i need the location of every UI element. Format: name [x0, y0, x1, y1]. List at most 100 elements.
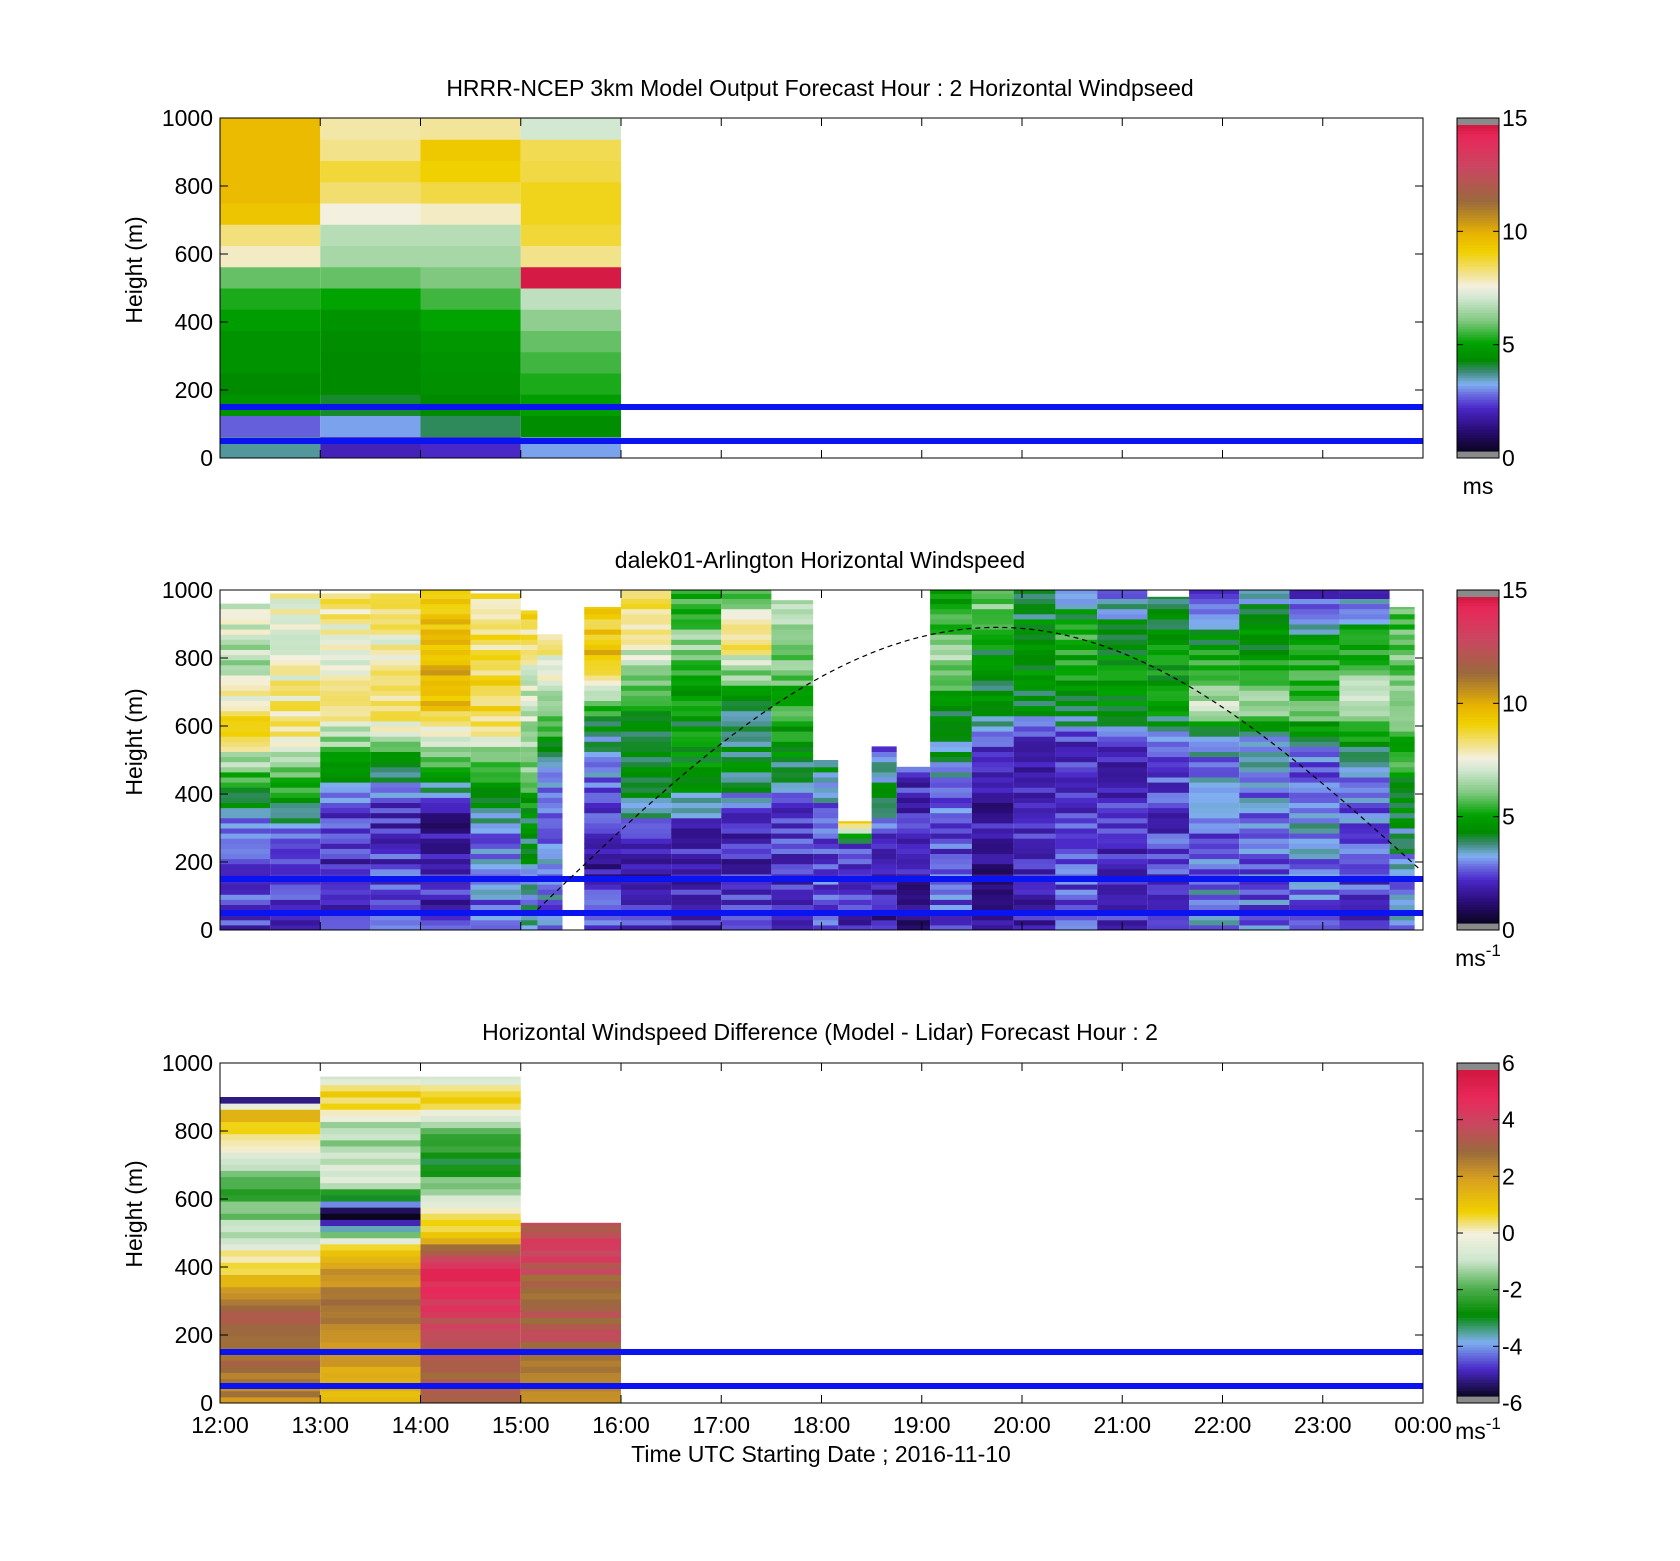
heatmap-cell	[220, 1298, 321, 1306]
heatmap-cell	[971, 863, 1014, 870]
colorbar-segment	[1457, 1116, 1499, 1120]
heatmap-cell	[320, 889, 371, 895]
heatmap-cell	[470, 868, 521, 875]
heatmap-cell	[537, 899, 563, 905]
heatmap-cell	[470, 787, 521, 793]
heatmap-cell	[537, 771, 563, 778]
heatmap-cell	[1289, 828, 1340, 834]
heatmap-cell	[520, 1335, 621, 1343]
heatmap-cell	[621, 812, 672, 819]
heatmap-cell	[1055, 848, 1098, 854]
heatmap-cell	[1389, 649, 1415, 656]
heatmap-cell	[470, 720, 521, 727]
heatmap-cell	[1013, 868, 1056, 875]
heatmap-cell	[871, 797, 897, 803]
heatmap-cell	[584, 618, 621, 625]
heatmap-cell	[220, 288, 321, 310]
heatmap-cell	[871, 771, 897, 778]
heatmap-cell	[420, 777, 471, 783]
x-tick-label: 12:00	[191, 1412, 249, 1438]
heatmap-cell	[320, 710, 371, 717]
heatmap-cell	[420, 746, 471, 752]
heatmap-cell	[370, 598, 421, 605]
heatmap-cell	[1147, 726, 1190, 732]
colorbar-segment	[1457, 645, 1499, 650]
heatmap-cell	[520, 822, 538, 829]
heatmap-cell	[971, 736, 1014, 742]
heatmap-cell	[320, 1103, 421, 1110]
colorbar-segment	[1457, 331, 1499, 335]
heatmap-cell	[420, 1127, 521, 1135]
heatmap-cell	[1189, 914, 1240, 921]
heatmap-cell	[520, 700, 538, 707]
heatmap-cell	[420, 590, 471, 594]
heatmap-cell	[871, 889, 897, 895]
heatmap-cell	[1289, 812, 1340, 819]
heatmap-cell	[370, 766, 421, 773]
colorbar-segment	[1457, 833, 1499, 837]
colorbar-segment	[1457, 1241, 1499, 1245]
heatmap-cell	[220, 1372, 321, 1380]
heatmap-cell	[896, 792, 931, 798]
heatmap-cell	[813, 848, 839, 854]
heatmap-cell	[1239, 731, 1290, 737]
heatmap-cell	[320, 1207, 421, 1214]
heatmap-cell	[537, 705, 563, 712]
heatmap-cell	[671, 705, 722, 712]
heatmap-cell	[320, 1256, 421, 1263]
heatmap-cell	[1239, 664, 1290, 671]
colorbar-tick-label: 5	[1502, 332, 1515, 358]
heatmap-cell	[1339, 914, 1390, 921]
colorbar-segment	[1457, 182, 1499, 186]
heatmap-cell	[370, 613, 421, 620]
heatmap-cell	[537, 700, 563, 707]
heatmap-cell	[621, 838, 672, 844]
heatmap-cell	[1339, 654, 1390, 661]
heatmap-cell	[584, 751, 621, 758]
colorbar-segment	[1457, 1173, 1499, 1177]
heatmap-cell	[1147, 828, 1190, 834]
heatmap-cell	[584, 833, 621, 839]
heatmap-cell	[1339, 812, 1390, 819]
heatmap-cell	[671, 649, 722, 656]
heatmap-cell	[838, 889, 872, 895]
heatmap-cell	[420, 1250, 521, 1257]
heatmap-cell	[370, 644, 421, 650]
colorbar-segment	[1457, 730, 1499, 734]
heatmap-cell	[621, 654, 672, 661]
heatmap-cell	[1389, 884, 1415, 890]
heatmap-cell	[320, 731, 371, 737]
heatmap-cell	[584, 756, 621, 763]
y-tick-label: 600	[175, 713, 213, 739]
heatmap-cell	[1013, 843, 1056, 849]
heatmap-cell	[320, 629, 371, 635]
colorbar-segment	[1457, 431, 1499, 436]
heatmap-cell	[420, 1329, 521, 1337]
heatmap-cell	[270, 629, 321, 635]
heatmap-cell	[971, 771, 1014, 778]
colorbar-segment	[1457, 901, 1499, 905]
heatmap-cell	[320, 751, 371, 758]
heatmap-cell	[584, 629, 621, 635]
heatmap-cell	[1389, 782, 1415, 788]
heatmap-cell	[537, 848, 563, 854]
heatmap-cell	[1339, 858, 1390, 865]
heatmap-cell	[1055, 919, 1098, 926]
heatmap-cell	[520, 649, 538, 656]
heatmap-cell	[420, 160, 521, 183]
heatmap-cell	[370, 726, 421, 732]
heatmap-cell	[537, 741, 563, 747]
colorbar-segment	[1457, 233, 1499, 237]
heatmap-cell	[621, 618, 672, 625]
colorbar-segment	[1457, 716, 1499, 720]
heatmap-cell	[1147, 715, 1190, 722]
heatmap-cell	[220, 700, 271, 707]
heatmap-cell	[537, 797, 563, 803]
heatmap-cell	[1147, 833, 1190, 839]
heatmap-cell	[1389, 731, 1415, 737]
heatmap-cell	[584, 904, 621, 911]
heatmap-cell	[1097, 726, 1148, 732]
colorbar-segment	[1457, 1178, 1499, 1182]
